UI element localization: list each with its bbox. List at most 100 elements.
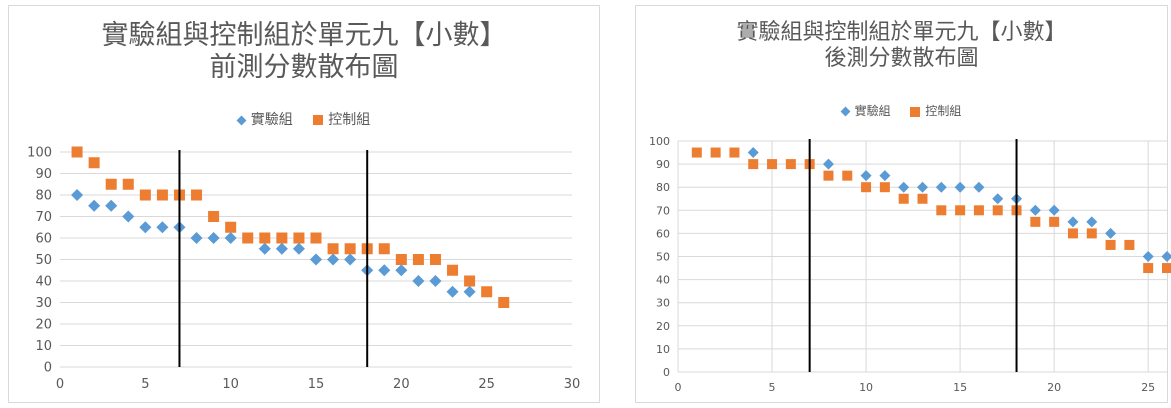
posttest-chart-title: 實驗組與控制組於單元九【小數】 後測分數散布圖: [636, 20, 1167, 73]
experimental-point: [190, 231, 203, 245]
y-tick-label: 30: [656, 297, 670, 310]
experimental-point: [122, 210, 135, 223]
experimental-point: [935, 181, 947, 193]
experimental-point: [258, 242, 271, 255]
y-tick-label: 20: [656, 320, 670, 333]
legend-item-control: 控制組: [313, 109, 370, 129]
legend-label-experimental: 實驗組: [854, 104, 891, 118]
experimental-point: [412, 274, 425, 288]
control-point: [122, 178, 134, 190]
y-tick-label: 30: [35, 296, 52, 311]
experimental-point: [156, 221, 169, 234]
control-point: [898, 193, 909, 204]
control-point: [208, 211, 220, 222]
x-tick-label: 10: [859, 381, 873, 394]
pretest-title-line2: 前測分數散布圖: [209, 52, 399, 84]
y-tick-label: 50: [35, 253, 52, 268]
control-point: [992, 205, 1003, 216]
y-tick-label: 0: [663, 366, 670, 379]
experimental-point: [822, 158, 834, 170]
posttest-title-line2: 後測分數散布圖: [824, 46, 979, 72]
y-tick-label: 10: [35, 339, 52, 354]
control-point: [88, 157, 100, 169]
control-point: [276, 232, 288, 244]
control-point: [327, 243, 339, 255]
control-point: [823, 170, 834, 181]
experimental-point: [992, 193, 1004, 205]
legend-item-experimental: 實驗組: [840, 102, 891, 119]
y-tick-label: 60: [656, 227, 670, 240]
x-tick-label: 30: [564, 377, 581, 392]
experimental-point: [1048, 204, 1060, 216]
control-point: [105, 178, 117, 190]
legend-label-control: 控制組: [328, 112, 371, 128]
x-tick-label: 15: [953, 381, 967, 394]
y-tick-label: 40: [35, 275, 52, 290]
x-tick-label: 0: [56, 377, 64, 392]
pretest-legend: 實驗組 控制組: [9, 109, 599, 129]
control-point: [464, 275, 476, 287]
control-point: [973, 205, 984, 216]
y-tick-label: 50: [656, 250, 670, 263]
control-point: [1086, 228, 1097, 239]
control-point: [429, 254, 441, 265]
experimental-point: [860, 170, 872, 182]
experimental-point: [917, 181, 928, 193]
experimental-point: [207, 231, 220, 245]
control-point: [1105, 239, 1116, 250]
legend-item-experimental: 實驗組: [236, 109, 293, 129]
x-tick-label: 25: [478, 377, 495, 392]
experimental-point: [88, 199, 101, 212]
experimental-point: [1142, 251, 1154, 262]
legend-label-experimental: 實驗組: [250, 112, 293, 128]
control-point: [378, 243, 390, 255]
posttest-title-line1: 實驗組與控制組於單元九【小數】: [736, 20, 1067, 45]
control-point: [259, 232, 271, 244]
y-tick-label: 10: [656, 343, 670, 356]
experimental-point: [879, 170, 891, 182]
control-point: [1049, 216, 1060, 227]
experimental-point: [463, 285, 476, 298]
control-point: [139, 189, 151, 201]
experimental-point: [395, 264, 408, 277]
experimental-point: [973, 181, 985, 193]
experimental-point: [1086, 216, 1098, 228]
control-point: [691, 147, 702, 158]
y-tick-label: 100: [27, 146, 52, 161]
x-tick-label: 20: [1047, 381, 1061, 394]
experimental-point: [429, 274, 442, 288]
control-point: [225, 221, 237, 233]
pretest-chart-title: 實驗組與控制組於單元九【小數】 前測分數散布圖: [9, 20, 599, 85]
control-point: [1067, 228, 1078, 239]
y-tick-label: 40: [656, 274, 670, 287]
control-point: [344, 243, 356, 255]
control-point: [293, 232, 305, 244]
control-point: [310, 232, 322, 244]
y-tick-label: 70: [656, 204, 670, 217]
experimental-point: [71, 188, 84, 202]
experimental-point: [105, 199, 118, 212]
control-point: [955, 205, 966, 216]
experimental-point: [898, 181, 910, 193]
x-tick-label: 5: [769, 381, 776, 394]
control-point: [785, 159, 796, 170]
experimental-point: [344, 253, 357, 266]
pretest-chart-panel: 實驗組與控制組於單元九【小數】 前測分數散布圖 實驗組 控制組 0 10 20 30 4…: [8, 5, 600, 403]
control-point: [242, 232, 254, 244]
x-tick-label: 15: [308, 377, 325, 392]
control-point: [1030, 216, 1041, 227]
pretest-plot-area: 0 10 20 30 40 50 60 70 80 90 100 0 5 10 15 20 25 30: [27, 146, 581, 392]
y-tick-label: 60: [35, 232, 52, 247]
square-marker-icon: [910, 106, 921, 117]
y-tick-label: 0: [44, 361, 52, 376]
experimental-point: [309, 253, 323, 266]
legend-item-control: 控制組: [910, 102, 961, 119]
experimental-point: [224, 231, 237, 245]
y-tick-label: 90: [35, 167, 52, 182]
experimental-point: [1067, 216, 1079, 228]
y-tick-label: 20: [35, 318, 52, 333]
control-point: [395, 254, 407, 265]
control-point: [481, 286, 493, 298]
y-tick-label: 80: [656, 181, 670, 194]
control-point: [191, 189, 203, 201]
